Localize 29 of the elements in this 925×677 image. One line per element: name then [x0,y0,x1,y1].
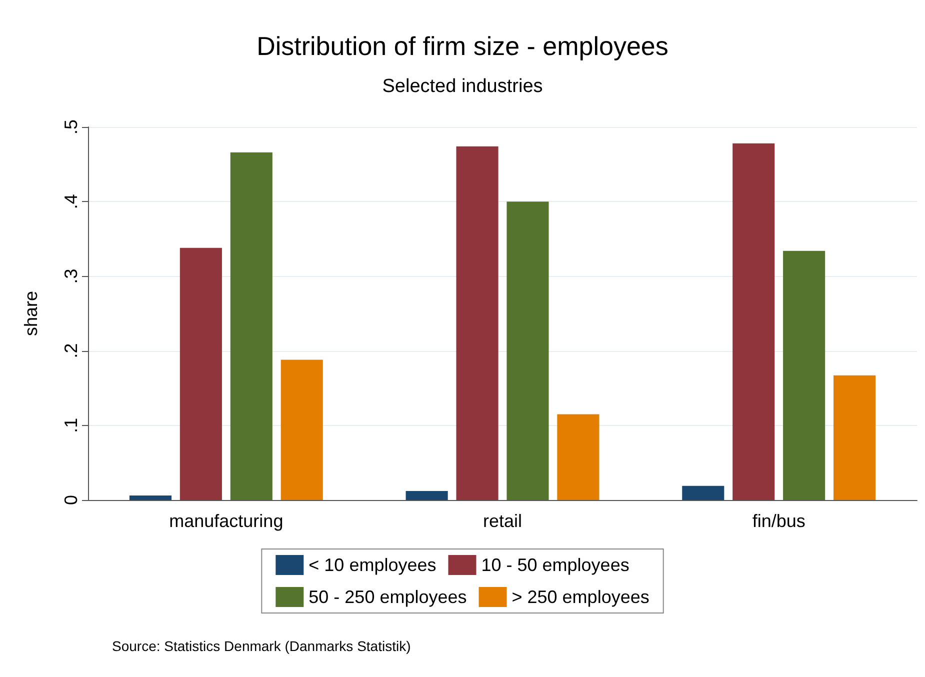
bar [456,146,498,500]
legend-label: 10 - 50 employees [481,555,630,575]
bar [129,496,172,500]
x-tick-label: manufacturing [169,511,284,531]
y-tick-label: .2 [61,343,81,358]
bar [230,152,272,500]
bar [406,491,448,500]
bar [783,250,826,500]
bar [280,360,323,500]
legend-label: 50 - 250 employees [308,587,467,607]
legend-label: > 250 employees [512,587,650,607]
y-tick-label: .3 [61,268,81,284]
y-axis-title: share [21,290,41,336]
y-tick-label: .5 [61,119,81,135]
y-tick-label: .4 [61,194,81,210]
bar [682,486,724,500]
legend-label: < 10 employees [308,555,436,575]
bar [180,248,222,500]
x-tick-label: retail [482,511,522,531]
y-tick-label: 0 [61,494,81,506]
y-tick-label: .1 [61,418,81,433]
bar [506,202,549,500]
x-tick-label: fin/bus [752,511,806,531]
source-note: Source: Statistics Denmark (Danmarks Statistik) [112,638,411,654]
bar [732,143,775,500]
bar [557,414,600,500]
chart-subtitle: Selected industries [382,76,543,97]
bar [834,375,876,500]
chart-title: Distribution of firm size - employees [256,31,668,61]
